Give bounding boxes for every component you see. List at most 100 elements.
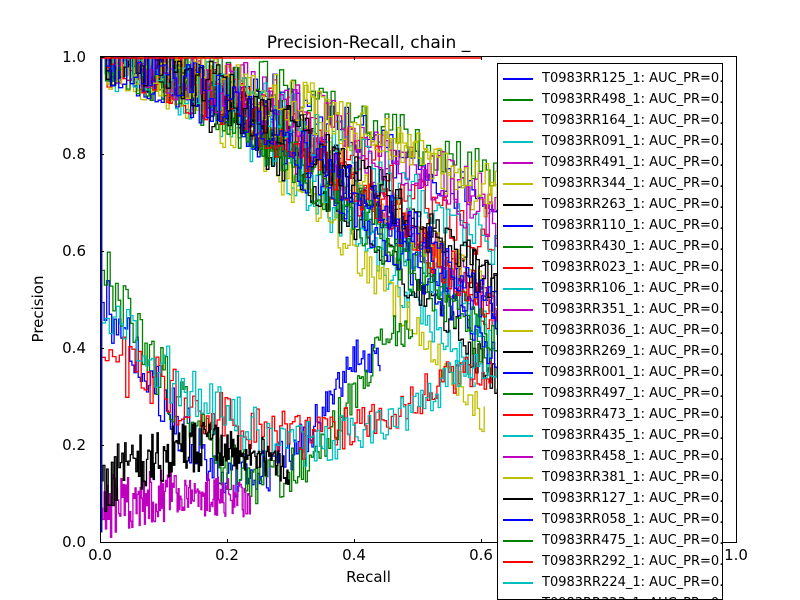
legend-swatch-icon bbox=[503, 308, 533, 311]
legend-swatch-icon bbox=[503, 350, 533, 353]
legend-swatch-icon bbox=[503, 455, 533, 458]
legend-label: T0983RR263_1: AUC_PR=0.58 bbox=[542, 197, 723, 212]
legend-item: T0983RR127_1: AUC_PR=0.12 bbox=[503, 488, 722, 509]
curve-T0983RR435_1 bbox=[101, 305, 505, 533]
legend-swatch-icon bbox=[503, 182, 533, 185]
legend-item: T0983RR491_1: AUC_PR=0.66 bbox=[503, 152, 722, 173]
curve-T0983RR458_1 bbox=[101, 468, 251, 539]
legend-swatch-icon bbox=[503, 77, 533, 80]
legend-swatch-icon bbox=[503, 329, 533, 332]
y-tick-label-3: 0.6 bbox=[62, 242, 86, 260]
legend-swatch-icon bbox=[503, 266, 533, 269]
legend-item: T0983RR106_1: AUC_PR=0.57 bbox=[503, 278, 722, 299]
x-tick-label-2: 0.4 bbox=[342, 546, 366, 564]
curve-T0983RR023_1 bbox=[101, 57, 560, 533]
legend-swatch-icon bbox=[503, 581, 533, 584]
legend-label: T0983RR458_1: AUC_PR=0.05 bbox=[542, 449, 723, 464]
legend-item: T0983RR001_1: AUC_PR=0.54 bbox=[503, 362, 722, 383]
legend-item: T0983RR323_1: AUC_PR=0.73 bbox=[503, 593, 722, 599]
x-tick-label-0: 0.0 bbox=[88, 546, 112, 564]
y-tick-2 bbox=[100, 348, 104, 349]
curve-T0983RR127_1 bbox=[101, 421, 290, 533]
legend-label: T0983RR498_1: AUC_PR=0.76 bbox=[542, 92, 723, 107]
legend-item: T0983RR269_1: AUC_PR=0.64 bbox=[503, 341, 722, 362]
legend-item: T0983RR344_1: AUC_PR=0.56 bbox=[503, 173, 722, 194]
legend-item: T0983RR497_1: AUC_PR=0.27 bbox=[503, 383, 722, 404]
legend-item: T0983RR164_1: AUC_PR=0.68 bbox=[503, 110, 722, 131]
legend-label: T0983RR106_1: AUC_PR=0.57 bbox=[542, 281, 723, 296]
curve-T0983RR353_1 bbox=[101, 57, 566, 533]
legend-label: T0983RR125_1: AUC_PR=0.74 bbox=[542, 71, 723, 86]
y-tick-4 bbox=[100, 154, 104, 155]
legend-swatch-icon bbox=[503, 140, 533, 143]
curve-T0983RR473_1 bbox=[101, 336, 492, 533]
legend-label: T0983RR323_1: AUC_PR=0.73 bbox=[542, 593, 722, 599]
x-tick-1 bbox=[227, 539, 228, 543]
x-tick-5 bbox=[736, 539, 737, 543]
y-tick-label-2: 0.4 bbox=[62, 339, 86, 357]
legend-label: T0983RR473_1: AUC_PR=0.40 bbox=[542, 407, 723, 422]
x-tick-label-3: 0.6 bbox=[469, 546, 493, 564]
x-tick-top-2 bbox=[354, 56, 355, 60]
legend-item: T0983RR351_1: AUC_PR=0.77 bbox=[503, 299, 722, 320]
legend-item: T0983RR473_1: AUC_PR=0.40 bbox=[503, 404, 722, 425]
legend-label: T0983RR475_1: AUC_PR=0.56 bbox=[542, 533, 723, 548]
legend-swatch-icon bbox=[503, 560, 533, 563]
legend-item: T0983RR091_1: AUC_PR=0.58 bbox=[503, 131, 722, 152]
y-tick-label-0: 0.0 bbox=[62, 533, 86, 551]
x-tick-2 bbox=[354, 539, 355, 543]
legend-swatch-icon bbox=[503, 434, 533, 437]
legend-swatch-icon bbox=[503, 287, 533, 290]
legend-label: T0983RR001_1: AUC_PR=0.54 bbox=[542, 365, 723, 380]
legend-label: T0983RR269_1: AUC_PR=0.64 bbox=[542, 344, 723, 359]
legend-item: T0983RR475_1: AUC_PR=0.56 bbox=[503, 530, 722, 551]
legend-label: T0983RR110_1: AUC_PR=0.30 bbox=[542, 218, 723, 233]
x-axis-label: Recall bbox=[346, 568, 391, 586]
legend-item: T0983RR498_1: AUC_PR=0.76 bbox=[503, 89, 722, 110]
curve-T0983RR001_1 bbox=[101, 57, 554, 533]
legend-label: T0983RR497_1: AUC_PR=0.27 bbox=[542, 386, 723, 401]
legend-item: T0983RR458_1: AUC_PR=0.05 bbox=[503, 446, 722, 467]
legend-swatch-icon bbox=[503, 497, 533, 500]
x-tick-3 bbox=[481, 539, 482, 543]
curve-T0983RR497_1 bbox=[101, 251, 414, 533]
x-tick-top-3 bbox=[481, 56, 482, 60]
y-tick-1 bbox=[100, 445, 104, 446]
legend-item: T0983RR224_1: AUC_PR=0.74 bbox=[503, 572, 722, 593]
x-tick-label-5: 1.0 bbox=[724, 546, 748, 564]
y-axis-label: Precision bbox=[29, 275, 47, 343]
legend: T0983RR125_1: AUC_PR=0.74 T0983RR498_1: A… bbox=[497, 63, 723, 600]
legend-label: T0983RR164_1: AUC_PR=0.68 bbox=[542, 113, 723, 128]
legend-swatch-icon bbox=[503, 245, 533, 248]
legend-label: T0983RR435_1: AUC_PR=0.41 bbox=[542, 428, 723, 443]
legend-item: T0983RR036_1: AUC_PR=0.72 bbox=[503, 320, 722, 341]
legend-item: T0983RR058_1: AUC_PR=0.58 bbox=[503, 509, 722, 530]
legend-swatch-icon bbox=[503, 518, 533, 521]
legend-swatch-icon bbox=[503, 371, 533, 374]
legend-label: T0983RR127_1: AUC_PR=0.12 bbox=[542, 491, 723, 506]
legend-swatch-icon bbox=[503, 392, 533, 395]
y-tick-label-1: 0.2 bbox=[62, 436, 86, 454]
legend-item: T0983RR430_1: AUC_PR=0.52 bbox=[503, 236, 722, 257]
y-tick-label-5: 1.0 bbox=[62, 48, 86, 66]
legend-swatch-icon bbox=[503, 224, 533, 227]
legend-label: T0983RR036_1: AUC_PR=0.72 bbox=[542, 323, 723, 338]
legend-label: T0983RR023_1: AUC_PR=0.64 bbox=[542, 260, 723, 275]
y-tick-label-4: 0.8 bbox=[62, 145, 86, 163]
legend-item: T0983RR023_1: AUC_PR=0.64 bbox=[503, 257, 722, 278]
legend-swatch-icon bbox=[503, 413, 533, 416]
curve-T0983RR344_1 bbox=[101, 57, 485, 533]
legend-item: T0983RR263_1: AUC_PR=0.58 bbox=[503, 194, 722, 215]
legend-swatch-icon bbox=[503, 161, 533, 164]
legend-label: T0983RR344_1: AUC_PR=0.56 bbox=[542, 176, 723, 191]
legend-label: T0983RR430_1: AUC_PR=0.52 bbox=[542, 239, 723, 254]
y-tick-0 bbox=[100, 542, 104, 543]
legend-swatch-icon bbox=[503, 119, 533, 122]
x-tick-label-1: 0.2 bbox=[215, 546, 239, 564]
legend-item: T0983RR292_1: AUC_PR=0.67 bbox=[503, 551, 722, 572]
legend-item: T0983RR381_1: AUC_PR=0.63 bbox=[503, 467, 722, 488]
legend-label: T0983RR058_1: AUC_PR=0.58 bbox=[542, 512, 723, 527]
y-tick-5 bbox=[100, 57, 104, 58]
chart-title: Precision-Recall, chain _ bbox=[266, 33, 471, 53]
legend-label: T0983RR224_1: AUC_PR=0.74 bbox=[542, 575, 723, 590]
